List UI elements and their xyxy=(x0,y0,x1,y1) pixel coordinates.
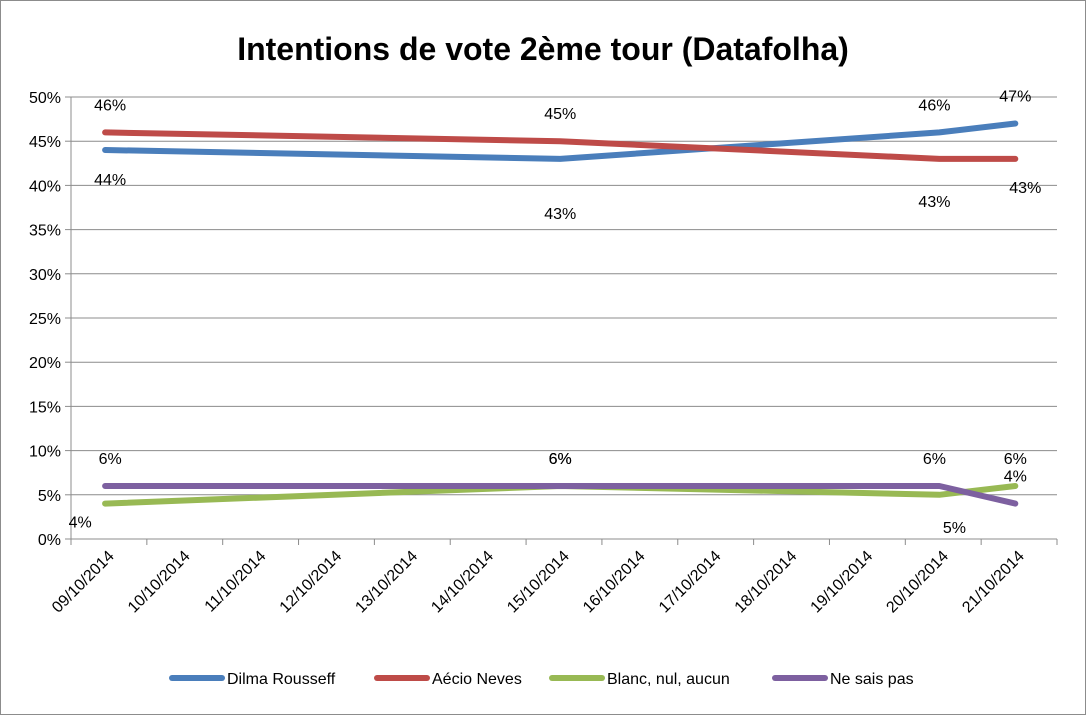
series-line xyxy=(102,129,1019,162)
x-tick-label: 16/10/2014 xyxy=(580,548,649,617)
series-line xyxy=(102,483,1019,507)
data-label: 47% xyxy=(999,89,1031,106)
x-tick-label: 14/10/2014 xyxy=(428,548,497,617)
legend-label: Blanc, nul, aucun xyxy=(607,671,730,688)
y-tick-label: 45% xyxy=(29,134,61,151)
x-axis-ticks: 09/10/2014 10/10/2014 11/10/2014 12/10/2014… xyxy=(49,539,1058,617)
data-label: 6% xyxy=(99,451,122,468)
legend-label: Aécio Neves xyxy=(432,671,522,688)
y-tick-label: 0% xyxy=(38,532,61,549)
legend-label: Dilma Rousseff xyxy=(227,671,336,688)
data-label: 45% xyxy=(544,106,576,123)
y-tick-label: 30% xyxy=(29,267,61,284)
x-tick-label: 21/10/2014 xyxy=(959,548,1028,617)
data-label: 4% xyxy=(69,515,92,532)
data-label: 46% xyxy=(918,97,950,114)
x-tick-label: 19/10/2014 xyxy=(808,548,877,617)
x-tick-label: 12/10/2014 xyxy=(277,548,346,617)
y-tick-label: 25% xyxy=(29,311,61,328)
x-tick-label: 20/10/2014 xyxy=(883,548,952,617)
data-label: 43% xyxy=(918,194,950,211)
series-line xyxy=(102,483,1019,507)
y-tick-label: 50% xyxy=(29,90,61,107)
data-label: 6% xyxy=(549,451,572,468)
x-tick-label: 10/10/2014 xyxy=(125,548,194,617)
series-lines xyxy=(102,120,1019,507)
data-label: 44% xyxy=(94,172,126,189)
y-tick-label: 10% xyxy=(29,444,61,461)
legend: Dilma Rousseff Aécio Neves Blanc, nul, auc… xyxy=(169,671,914,688)
legend-label: Ne sais pas xyxy=(830,671,914,688)
x-tick-label: 18/10/2014 xyxy=(732,548,801,617)
data-label: 6% xyxy=(923,451,946,468)
x-tick-label: 17/10/2014 xyxy=(656,548,725,617)
x-tick-label: 11/10/2014 xyxy=(202,548,270,616)
y-tick-label: 20% xyxy=(29,355,61,372)
series-line xyxy=(102,120,1019,162)
data-label: 4% xyxy=(1004,469,1027,486)
y-tick-label: 35% xyxy=(29,223,61,240)
data-label: 43% xyxy=(1009,180,1041,197)
y-tick-label: 5% xyxy=(38,488,61,505)
data-label: 6% xyxy=(1004,451,1027,468)
x-axis xyxy=(70,97,1057,540)
data-labels: 44%43%46%47%46%45%43%43%4%6%5%6%6% 6% 6%4% xyxy=(69,89,1042,537)
y-tick-label: 15% xyxy=(29,399,61,416)
data-label: 5% xyxy=(943,520,966,537)
data-label: 6% xyxy=(549,451,572,468)
y-tick-label: 40% xyxy=(29,178,61,195)
chart-title: Intentions de vote 2ème tour (Datafolha) xyxy=(237,31,849,67)
x-tick-label: 15/10/2014 xyxy=(504,548,573,617)
data-label: 46% xyxy=(94,97,126,114)
y-axis-ticks: 0% 5% 10% 15% 20% 25% 30% 35% 40% 45% 50% xyxy=(29,90,71,549)
x-tick-label: 13/10/2014 xyxy=(352,548,421,617)
x-tick-label: 09/10/2014 xyxy=(49,548,118,617)
data-label: 43% xyxy=(544,206,576,223)
